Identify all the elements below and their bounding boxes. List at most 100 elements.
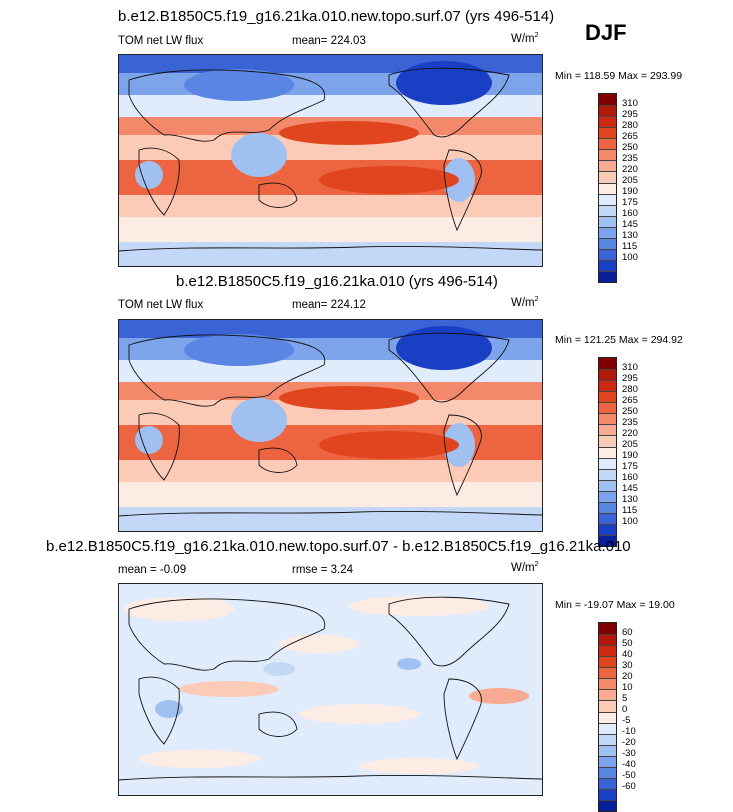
panel-1-band-south-mid	[119, 195, 542, 217]
panel-2-minmax: Min = 121.25 Max = 294.92	[555, 334, 683, 346]
panel-3-rmse-label: rmse = 3.24	[292, 564, 354, 576]
panel-2-units: W/m2	[511, 296, 539, 309]
panel-3-blob-warm-d	[179, 681, 279, 697]
panel-1-blob-siberia	[184, 69, 294, 101]
panel-1-coast-antarctica	[119, 246, 542, 252]
panel-2-colorbar-label: 280	[622, 384, 638, 395]
panel-3-colorbar	[598, 622, 617, 812]
panel-2-coast-south-america	[443, 414, 482, 497]
panel-1-colorbar-box	[599, 259, 616, 271]
panel-2-colorbar-box	[599, 468, 616, 480]
panel-3-colorbar-label: -30	[622, 748, 636, 759]
panel-2-colorbar-label: 145	[622, 483, 638, 494]
panel-2-map-svg	[119, 320, 542, 531]
panel-2-colorbar-box	[599, 535, 616, 547]
panel-1-colorbar-label: 220	[622, 164, 638, 175]
panel-3-colorbar-box	[599, 800, 616, 812]
panel-3-colorbar-box	[599, 667, 616, 679]
panel-3-blob-warm-e	[299, 704, 419, 724]
panel-2-variable-label: TOM net LW flux	[118, 299, 204, 311]
panel-1-coast-south-america	[443, 149, 482, 232]
panel-1-blob-maritime-continent	[231, 133, 287, 177]
panel-3-colorbar-box	[599, 711, 616, 723]
panel-2-colorbar-box	[599, 446, 616, 458]
panel-2-blob-canada	[396, 326, 492, 370]
panel-2-coast-africa	[138, 412, 180, 481]
panel-2-colorbar-label: 250	[622, 406, 638, 417]
panel-2-blob-south-pacific-warm	[319, 431, 459, 459]
panel-2-colorbar-label: 160	[622, 472, 638, 483]
panel-2-colorbar-box	[599, 523, 616, 535]
panel-3-map	[118, 583, 543, 796]
panel-1-colorbar-label: 175	[622, 197, 638, 208]
panel-3-blob-warm-a	[124, 597, 234, 621]
panel-1-colorbar-box	[599, 105, 616, 117]
panel-1-colorbar-label: 295	[622, 109, 638, 120]
panel-1-blob-south-pacific-warm	[319, 166, 459, 194]
panel-2-colorbar-box	[599, 435, 616, 447]
panel-3-units: W/m2	[511, 561, 539, 574]
panel-3-colorbar-box	[599, 623, 616, 635]
panel-3-blob-cool-b	[397, 658, 421, 670]
panel-3-colorbar-box	[599, 722, 616, 734]
panel-1-colorbar-box	[599, 149, 616, 161]
panel-2-colorbar-label: 115	[622, 505, 638, 516]
panel-2-blob-north-pacific-warm	[279, 386, 419, 410]
panel-1-coast-australia	[258, 182, 298, 208]
panel-3-blob-warm-b	[349, 596, 489, 616]
panel-1-colorbar-label: 265	[622, 131, 638, 142]
panel-2-band-southern-ocean	[119, 482, 542, 507]
panel-1-blob-congo	[135, 161, 163, 189]
panel-2-blob-congo	[135, 426, 163, 454]
panel-1-blob-canada	[396, 61, 492, 105]
panel-1-band-southern-ocean	[119, 217, 542, 242]
panel-1-colorbar-box	[599, 171, 616, 183]
panel-1-coast-africa	[138, 147, 180, 216]
panel-2-colorbar-box	[599, 424, 616, 436]
panel-3-blob-cool-a	[155, 700, 183, 718]
panel-1-colorbar-box	[599, 182, 616, 194]
panel-3-colorbar-label: 0	[622, 704, 628, 715]
panel-3-colorbar-box	[599, 755, 616, 767]
panel-1-colorbar-label: 145	[622, 219, 638, 230]
panel-1-colorbar-box	[599, 271, 616, 283]
panel-3-colorbar-box	[599, 689, 616, 701]
panel-2-colorbar-box	[599, 512, 616, 524]
season-label: DJF	[585, 20, 627, 45]
panel-2-band-antarctic	[119, 507, 542, 531]
panel-2-colorbar-box	[599, 391, 616, 403]
panel-3-title: b.e12.B1850C5.f19_g16.21ka.010.new.topo.…	[46, 538, 631, 555]
panel-3-coast-eurasia	[128, 598, 326, 671]
panel-2-blob-siberia	[184, 334, 294, 366]
panel-2-coast-eurasia	[128, 334, 326, 407]
panel-3-colorbar-label: 20	[622, 671, 633, 682]
panel-1-map-svg	[119, 55, 542, 266]
panel-3-mean-label: mean = -0.09	[118, 564, 187, 576]
panel-1-colorbar-label: 190	[622, 186, 638, 197]
panel-3-colorbar-label: -40	[622, 759, 636, 770]
panel-1-blob-north-pacific-warm	[279, 121, 419, 145]
panel-1-colorbar-label: 310	[622, 98, 638, 109]
panel-1-colorbar-box	[599, 127, 616, 139]
panel-2-colorbar-box	[599, 457, 616, 469]
panel-3-colorbar-box	[599, 788, 616, 800]
panel-1-map	[118, 54, 543, 267]
panel-2-blob-maritime-continent	[231, 398, 287, 442]
panel-2-colorbar-label: 220	[622, 428, 638, 439]
panel-1-title: b.e12.B1850C5.f19_g16.21ka.010.new.topo.…	[118, 8, 555, 25]
panel-2-colorbar-box	[599, 402, 616, 414]
panel-2-colorbar-label: 295	[622, 373, 638, 384]
panel-3-colorbar-label: -50	[622, 770, 636, 781]
panel-1-variable-label: TOM net LW flux	[118, 35, 204, 47]
panel-1-colorbar-label: 160	[622, 208, 638, 219]
panel-1-colorbar	[598, 93, 617, 284]
panel-2-title: b.e12.B1850C5.f19_g16.21ka.010 (yrs 496-…	[176, 273, 498, 290]
panel-1-coast-north-america	[388, 67, 510, 138]
panel-1-colorbar-box	[599, 237, 616, 249]
panel-3-colorbar-box	[599, 733, 616, 745]
panel-3-coast-africa	[138, 676, 180, 745]
panel-3-colorbar-box	[599, 766, 616, 778]
panel-3-coast-north-america	[388, 596, 510, 667]
panel-3-colorbar-label: 5	[622, 693, 628, 704]
panel-1-colorbar-label: 130	[622, 230, 638, 241]
